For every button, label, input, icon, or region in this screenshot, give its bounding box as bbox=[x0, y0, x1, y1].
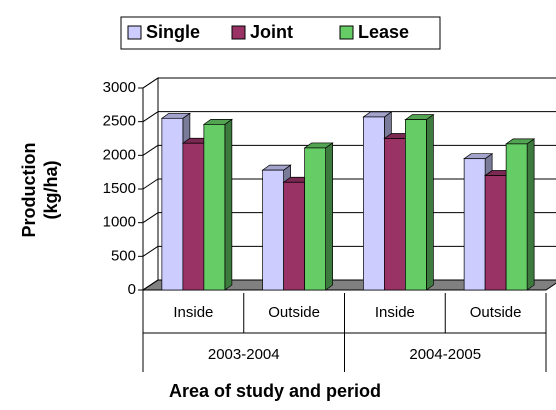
bar bbox=[463, 158, 486, 291]
grid-line bbox=[142, 212, 159, 224]
group-label: 2003-2004 bbox=[208, 346, 280, 363]
legend-swatch bbox=[231, 25, 246, 40]
x-tick-label: Inside bbox=[375, 304, 415, 321]
grid-line bbox=[142, 279, 159, 291]
x-axis-label: Area of study and period bbox=[169, 381, 381, 401]
bar bbox=[384, 138, 406, 291]
grid-line bbox=[142, 245, 159, 257]
x-tick-label: Outside bbox=[470, 304, 522, 321]
bar-side bbox=[224, 118, 233, 291]
bar bbox=[363, 116, 385, 291]
legend-label: Single bbox=[146, 22, 200, 42]
bar bbox=[161, 117, 184, 291]
grid-line bbox=[142, 111, 159, 123]
y-tick-label: 500 bbox=[111, 247, 136, 264]
bar-side bbox=[325, 142, 333, 291]
bar bbox=[505, 143, 528, 291]
grid-line bbox=[142, 178, 159, 190]
y-tick-label: 3000 bbox=[103, 79, 136, 96]
y-tick-label: 1500 bbox=[103, 180, 136, 197]
legend-swatch bbox=[127, 25, 142, 40]
bar bbox=[262, 169, 284, 291]
y-tick-label: 2500 bbox=[103, 113, 136, 130]
bar bbox=[283, 181, 305, 291]
bar bbox=[203, 124, 226, 291]
x-tick-label: Inside bbox=[173, 304, 213, 321]
bar bbox=[182, 142, 205, 291]
bar-side bbox=[526, 138, 535, 291]
x-tick-label: Outside bbox=[268, 304, 320, 321]
group-label: 2004-2005 bbox=[409, 346, 481, 363]
bar-side bbox=[426, 113, 434, 291]
y-tick-label: 1000 bbox=[103, 214, 136, 231]
legend-label: Lease bbox=[358, 22, 409, 42]
legend-swatch bbox=[339, 25, 354, 40]
legend-label: Joint bbox=[250, 22, 293, 42]
bar bbox=[405, 119, 427, 291]
y-axis-label-line: (kg/ha) bbox=[41, 160, 61, 219]
legend-box bbox=[120, 16, 441, 50]
bar bbox=[304, 147, 326, 291]
y-tick-label: 0 bbox=[128, 281, 136, 298]
bar bbox=[484, 175, 507, 291]
y-axis-label-line: Production bbox=[19, 143, 39, 238]
y-tick-label: 2000 bbox=[103, 146, 136, 163]
grid-line bbox=[142, 144, 159, 156]
grid-line bbox=[142, 77, 159, 89]
y-axis-label: Production (kg/ha) bbox=[19, 143, 61, 238]
